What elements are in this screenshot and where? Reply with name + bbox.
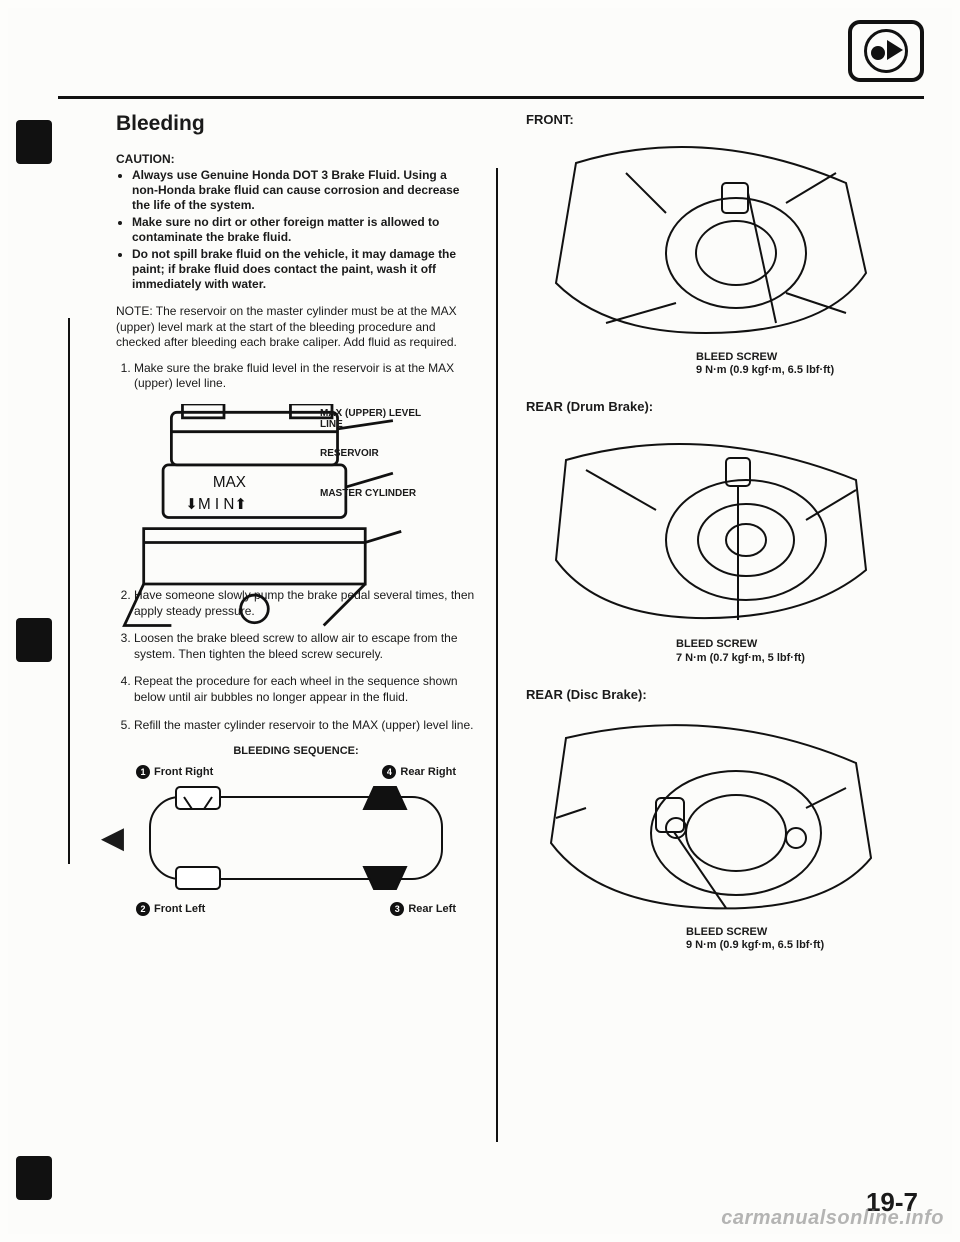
left-vertical-rule — [68, 318, 70, 864]
rear-disc-heading: REAR (Disc Brake): — [526, 687, 924, 702]
logo-icon — [864, 29, 908, 73]
rear-drum-torque: BLEED SCREW 7 N·m (0.7 kgf·m, 5 lbf·ft) — [526, 638, 924, 664]
page: Bleeding CAUTION: Always use Genuine Hon… — [8, 8, 952, 1234]
bleeding-seq-title: BLEEDING SEQUENCE: — [116, 745, 476, 757]
figure-front-brake — [526, 133, 886, 343]
figure-rear-disc — [526, 708, 886, 918]
left-column: Bleeding CAUTION: Always use Genuine Hon… — [116, 112, 496, 1214]
label-max-line: MAX (UPPER) LEVEL LINE — [320, 408, 430, 430]
front-torque-value: 9 N·m (0.9 kgf·m, 6.5 lbf·ft) — [696, 364, 924, 377]
top-rule — [58, 96, 924, 99]
rear-drum-torque-value: 7 N·m (0.7 kgf·m, 5 lbf·ft) — [676, 652, 924, 665]
step-1: Make sure the brake fluid level in the r… — [134, 361, 476, 392]
label-master-cyl: MASTER CYLINDER — [320, 488, 416, 499]
steps-list: Make sure the brake fluid level in the r… — [116, 361, 476, 392]
note-text: NOTE: The reservoir on the master cylind… — [116, 304, 476, 351]
left-black-tab-2 — [16, 618, 52, 662]
svg-text:MAX: MAX — [213, 474, 246, 491]
caution-label: CAUTION: — [116, 152, 476, 166]
rear-drum-heading: REAR (Drum Brake): — [526, 399, 924, 414]
car-outline-icon — [136, 783, 456, 893]
content-area: Bleeding CAUTION: Always use Genuine Hon… — [116, 112, 924, 1214]
front-torque: BLEED SCREW 9 N·m (0.9 kgf·m, 6.5 lbf·ft… — [526, 351, 924, 377]
rear-disc-torque: BLEED SCREW 9 N·m (0.9 kgf·m, 6.5 lbf·ft… — [526, 926, 924, 952]
forward-arrow-icon: ◀ — [102, 821, 124, 854]
brand-logo — [848, 20, 924, 82]
seq-rear-right: 4Rear Right — [382, 765, 456, 779]
reservoir-drawing: MAX ⬇M I N⬆ — [116, 404, 476, 639]
front-bleed-label: BLEED SCREW — [696, 351, 924, 364]
seq-row-top: 1Front Right 4Rear Right — [136, 765, 456, 779]
rear-disc-torque-value: 9 N·m (0.9 kgf·m, 6.5 lbf·ft) — [686, 939, 924, 952]
section-title: Bleeding — [116, 112, 476, 136]
seq-rear-left: 3Rear Left — [390, 902, 456, 916]
front-heading: FRONT: — [526, 112, 924, 127]
seq-front-right: 1Front Right — [136, 765, 213, 779]
caution-item: Make sure no dirt or other foreign matte… — [132, 215, 476, 245]
svg-text:⬇M I N⬆: ⬇M I N⬆ — [185, 496, 247, 513]
watermark: carmanualsonline.info — [721, 1207, 944, 1230]
right-column: FRONT: BLEED SCREW 9 N·m (0.9 kgf·m, 6.5… — [498, 112, 924, 1214]
left-black-tab-1 — [16, 120, 52, 164]
rear-disc-bleed-label: BLEED SCREW — [686, 926, 924, 939]
caution-item: Do not spill brake fluid on the vehicle,… — [132, 247, 476, 292]
step-5: Refill the master cylinder reservoir to … — [134, 718, 476, 734]
label-reservoir: RESERVOIR — [320, 448, 379, 459]
bleeding-seq-diagram: 1Front Right 4Rear Right 2Front — [136, 765, 456, 916]
rear-drum-bleed-label: BLEED SCREW — [676, 638, 924, 651]
caution-list: Always use Genuine Honda DOT 3 Brake Flu… — [116, 168, 476, 292]
seq-row-bottom: 2Front Left 3Rear Left — [136, 902, 456, 916]
figure-rear-drum — [526, 420, 886, 630]
figure-reservoir: MAX ⬇M I N⬆ MAX (UPPER) LEVEL LINE RESER… — [116, 404, 476, 574]
caution-item: Always use Genuine Honda DOT 3 Brake Flu… — [132, 168, 476, 213]
left-black-tab-3 — [16, 1156, 52, 1200]
seq-front-left: 2Front Left — [136, 902, 205, 916]
step-4: Repeat the procedure for each wheel in t… — [134, 674, 476, 705]
